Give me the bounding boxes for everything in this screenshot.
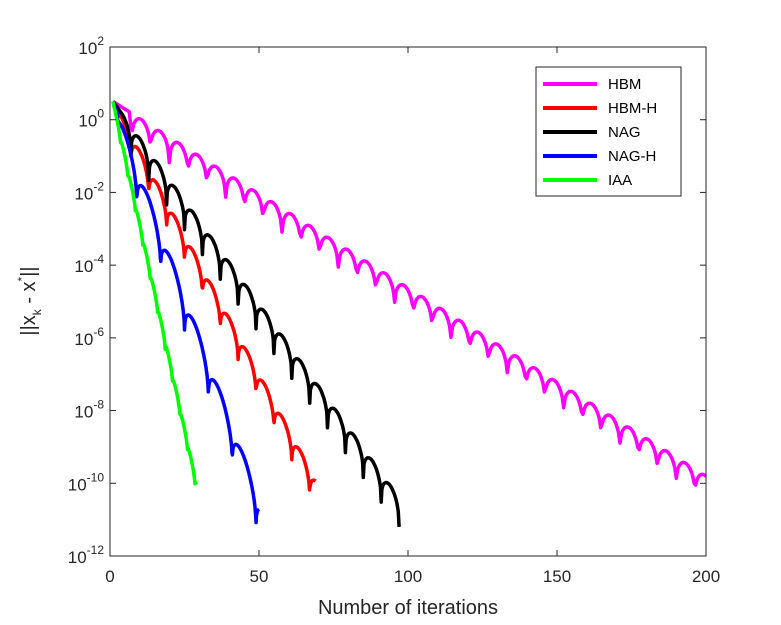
y-tick-exp: -2 xyxy=(93,179,104,193)
y-label-sup: * xyxy=(15,276,29,281)
y-tick-exp: -10 xyxy=(87,470,105,484)
x-tick-label: 200 xyxy=(692,567,720,586)
y-tick-base: 10 xyxy=(74,257,93,276)
legend-label: NAG-H xyxy=(608,148,656,165)
y-tick-base: 10 xyxy=(68,548,87,567)
y-tick-exp: 2 xyxy=(97,34,104,48)
y-tick-label: 102 xyxy=(78,34,104,58)
legend-label: NAG xyxy=(608,124,641,141)
y-tick-exp: -12 xyxy=(87,543,105,557)
y-tick-base: 10 xyxy=(74,184,93,203)
y-label-sub: k xyxy=(30,308,44,315)
legend-label: HBM xyxy=(608,76,641,93)
series-line-iaa xyxy=(111,100,199,486)
y-tick-label: 10-4 xyxy=(74,252,104,276)
y-tick-base: 10 xyxy=(74,330,93,349)
y-tick-base: 10 xyxy=(78,39,97,58)
y-tick-exp: 0 xyxy=(97,107,104,121)
y-tick-exp: -6 xyxy=(93,325,104,339)
y-tick-label: 10-12 xyxy=(68,543,105,567)
y-tick-base: 10 xyxy=(74,403,93,422)
y-tick-label: 10-6 xyxy=(74,325,104,349)
x-tick-label: 150 xyxy=(543,567,571,586)
legend-label: HBM-H xyxy=(608,100,657,117)
y-tick-label: 10-8 xyxy=(74,398,104,422)
ticks-layer: 0 50 100 150 20010-1210-1010-810-610-410-210… xyxy=(68,34,720,586)
y-tick-label: 100 xyxy=(78,107,104,131)
series-line-nag-h xyxy=(111,100,261,525)
y-label-mid: - x xyxy=(18,281,40,309)
legend: HBM HBM-H NAG NAG-H IAA xyxy=(535,66,682,197)
y-axis-label: ||xk - x*|| xyxy=(15,266,44,335)
y-tick-label: 10-2 xyxy=(74,179,104,203)
y-tick-base: 10 xyxy=(68,475,87,494)
x-axis-label: Number of iterations xyxy=(318,597,498,619)
series-line-hbm xyxy=(112,100,708,487)
y-label-end: || xyxy=(18,266,40,276)
x-tick-label: 50 xyxy=(250,567,269,586)
series-line-nag xyxy=(111,100,401,527)
y-tick-exp: -4 xyxy=(93,252,104,266)
y-tick-base: 10 xyxy=(78,112,97,131)
x-tick-label: 0 xyxy=(105,567,114,586)
x-tick-label: 100 xyxy=(394,567,422,586)
y-tick-exp: -8 xyxy=(93,398,104,412)
y-label-main: ||x xyxy=(18,315,40,335)
legend-label: IAA xyxy=(608,172,632,189)
y-tick-label: 10-10 xyxy=(68,470,105,494)
series-layer xyxy=(111,100,708,527)
